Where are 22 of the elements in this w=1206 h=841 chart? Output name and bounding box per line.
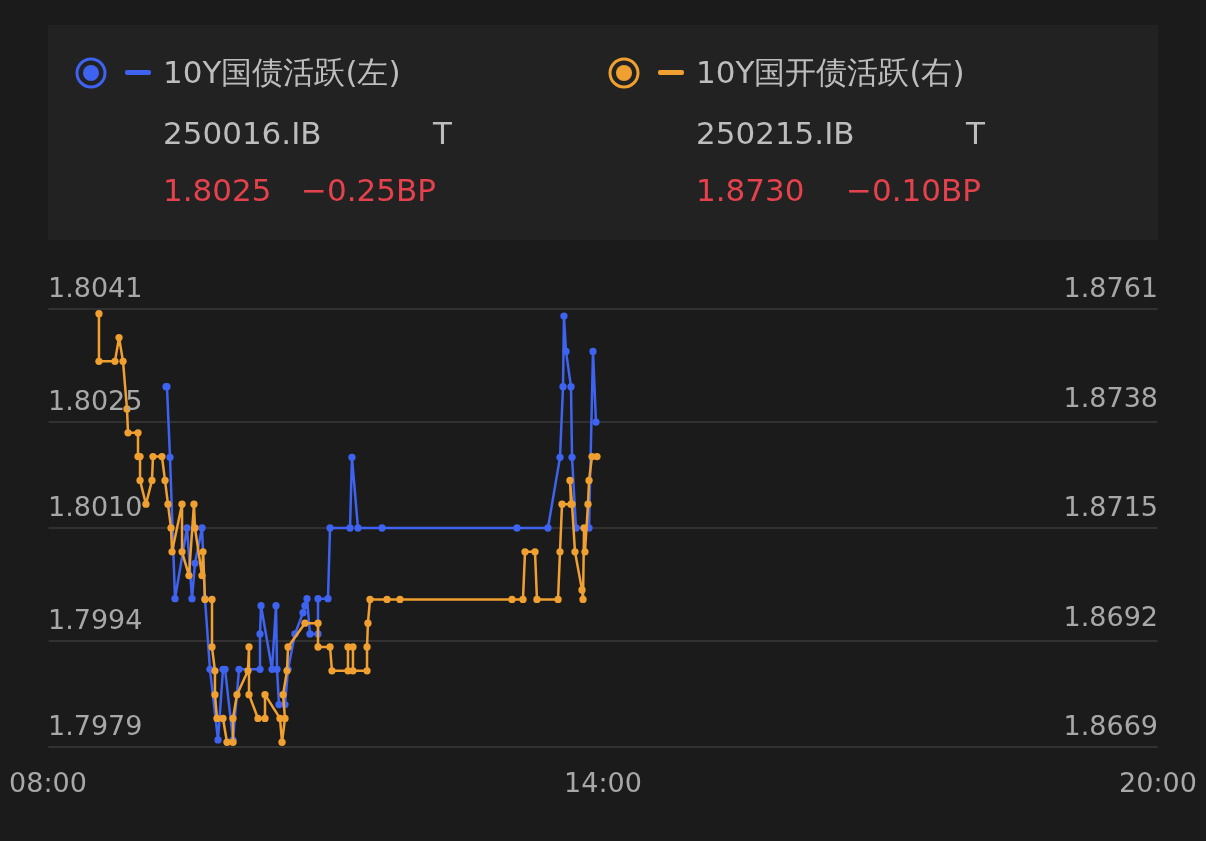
legend-label: 10Y国开债活跃(右) <box>696 53 965 92</box>
text: 250016.IB <box>163 115 322 151</box>
y2-tick-label: 1.8692 <box>1063 600 1158 632</box>
y2-tick-label: 1.8761 <box>1063 272 1158 303</box>
y-tick-label: 1.7979 <box>48 710 143 741</box>
y2-tick-label: 1.8669 <box>1063 710 1158 741</box>
text: 1.8025 <box>163 172 272 208</box>
text: T <box>433 115 452 151</box>
text: −0.25BP <box>301 172 436 208</box>
x-tick-label: 20:00 <box>1119 767 1197 799</box>
y-tick-label: 1.7994 <box>48 604 143 636</box>
y2-tick-label: 1.8738 <box>1063 381 1158 413</box>
x-tick-label: 14:00 <box>564 767 642 799</box>
legend-label: 10Y国债活跃(左) <box>163 53 401 92</box>
text: −0.10BP <box>846 172 981 208</box>
text: T <box>966 115 985 151</box>
x-tick-label: 08:00 <box>9 767 87 799</box>
y-tick-label: 1.8010 <box>48 491 143 522</box>
y-tick-label: 1.8041 <box>48 272 143 303</box>
text: 250215.IB <box>696 115 855 151</box>
y2-tick-label: 1.8715 <box>1063 491 1158 522</box>
text: 1.8730 <box>696 172 805 208</box>
